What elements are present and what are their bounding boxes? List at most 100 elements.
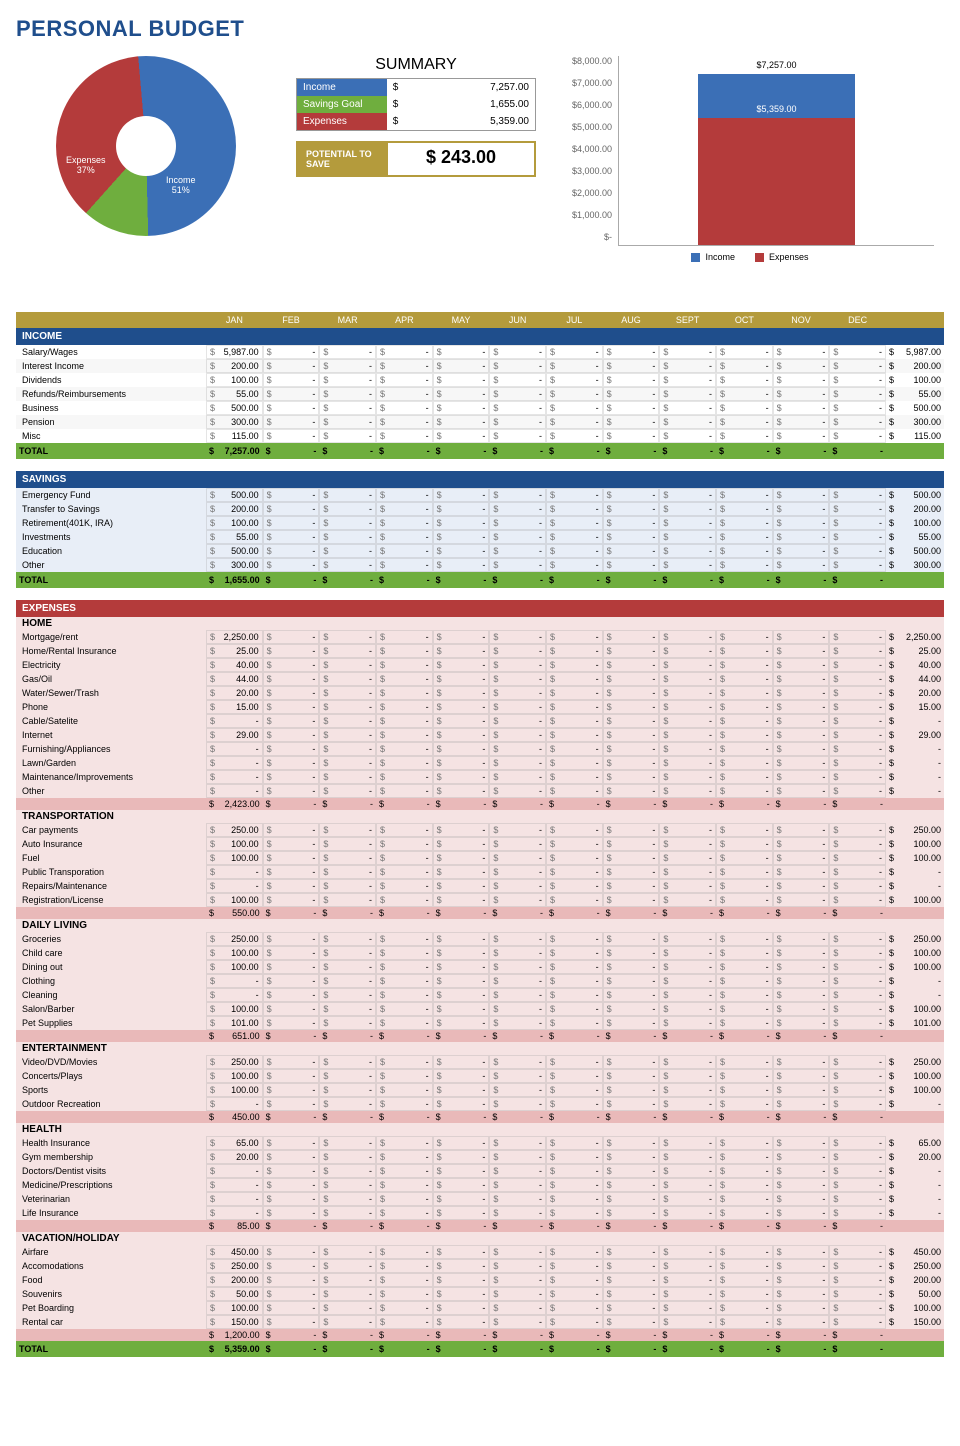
- cell[interactable]: $-: [206, 1097, 263, 1111]
- cell[interactable]: $-: [659, 974, 716, 988]
- cell[interactable]: $-: [489, 893, 546, 907]
- cell[interactable]: $-: [319, 879, 376, 893]
- cell[interactable]: $-: [263, 1136, 320, 1150]
- cell[interactable]: $-: [716, 1136, 773, 1150]
- cell[interactable]: $-: [829, 770, 886, 784]
- cell[interactable]: $-: [263, 1273, 320, 1287]
- cell[interactable]: $44.00: [206, 672, 263, 686]
- cell[interactable]: $-: [319, 672, 376, 686]
- cell[interactable]: $-: [603, 1083, 660, 1097]
- cell[interactable]: $-: [433, 784, 490, 798]
- cell[interactable]: $-: [659, 932, 716, 946]
- cell[interactable]: $-: [263, 988, 320, 1002]
- cell[interactable]: $-: [603, 686, 660, 700]
- cell[interactable]: $-: [659, 1136, 716, 1150]
- cell[interactable]: $-: [773, 714, 830, 728]
- cell[interactable]: $-: [603, 359, 660, 373]
- cell[interactable]: $-: [773, 837, 830, 851]
- cell[interactable]: $-: [546, 429, 603, 443]
- cell[interactable]: $-: [603, 1097, 660, 1111]
- cell[interactable]: $-: [263, 851, 320, 865]
- cell[interactable]: $-: [206, 770, 263, 784]
- cell[interactable]: $65.00: [206, 1136, 263, 1150]
- cell[interactable]: $-: [829, 401, 886, 415]
- cell[interactable]: $-: [376, 728, 433, 742]
- cell[interactable]: $-: [603, 672, 660, 686]
- cell[interactable]: $-: [716, 946, 773, 960]
- cell[interactable]: $-: [263, 387, 320, 401]
- cell[interactable]: $-: [433, 644, 490, 658]
- cell[interactable]: $-: [603, 988, 660, 1002]
- cell[interactable]: $-: [489, 1055, 546, 1069]
- cell[interactable]: $-: [376, 530, 433, 544]
- cell[interactable]: $-: [773, 823, 830, 837]
- cell[interactable]: $-: [829, 1150, 886, 1164]
- cell[interactable]: $-: [829, 1097, 886, 1111]
- cell[interactable]: $-: [433, 401, 490, 415]
- cell[interactable]: $-: [829, 1273, 886, 1287]
- cell[interactable]: $-: [319, 502, 376, 516]
- cell[interactable]: $-: [263, 1002, 320, 1016]
- cell[interactable]: $-: [433, 1150, 490, 1164]
- cell[interactable]: $-: [376, 686, 433, 700]
- cell[interactable]: $-: [319, 658, 376, 672]
- cell[interactable]: $-: [773, 1150, 830, 1164]
- cell[interactable]: $-: [319, 1245, 376, 1259]
- cell[interactable]: $-: [603, 946, 660, 960]
- cell[interactable]: $-: [659, 1315, 716, 1329]
- cell[interactable]: $-: [433, 373, 490, 387]
- cell[interactable]: $-: [716, 558, 773, 572]
- cell[interactable]: $-: [716, 1002, 773, 1016]
- cell[interactable]: $-: [263, 946, 320, 960]
- cell[interactable]: $-: [489, 1301, 546, 1315]
- cell[interactable]: $-: [716, 429, 773, 443]
- cell[interactable]: $-: [773, 1273, 830, 1287]
- cell[interactable]: $-: [659, 1016, 716, 1030]
- cell[interactable]: $-: [489, 1315, 546, 1329]
- cell[interactable]: $-: [546, 1136, 603, 1150]
- cell[interactable]: $-: [546, 672, 603, 686]
- cell[interactable]: $-: [773, 401, 830, 415]
- cell[interactable]: $-: [829, 415, 886, 429]
- cell[interactable]: $-: [773, 728, 830, 742]
- cell[interactable]: $-: [829, 1136, 886, 1150]
- cell[interactable]: $-: [263, 1287, 320, 1301]
- cell[interactable]: $-: [206, 742, 263, 756]
- cell[interactable]: $-: [319, 373, 376, 387]
- cell[interactable]: $-: [376, 960, 433, 974]
- cell[interactable]: $-: [603, 700, 660, 714]
- cell[interactable]: $-: [773, 851, 830, 865]
- cell[interactable]: $-: [319, 530, 376, 544]
- cell[interactable]: $-: [319, 1097, 376, 1111]
- cell[interactable]: $-: [489, 672, 546, 686]
- cell[interactable]: $-: [829, 865, 886, 879]
- cell[interactable]: $-: [716, 658, 773, 672]
- cell[interactable]: $150.00: [206, 1315, 263, 1329]
- cell[interactable]: $-: [319, 1287, 376, 1301]
- cell[interactable]: $-: [773, 1136, 830, 1150]
- cell[interactable]: $-: [489, 1150, 546, 1164]
- cell[interactable]: $-: [319, 742, 376, 756]
- cell[interactable]: $100.00: [206, 1002, 263, 1016]
- cell[interactable]: $-: [263, 1301, 320, 1315]
- cell[interactable]: $-: [716, 893, 773, 907]
- cell[interactable]: $-: [773, 700, 830, 714]
- cell[interactable]: $-: [489, 686, 546, 700]
- cell[interactable]: $-: [489, 1206, 546, 1220]
- cell[interactable]: $-: [829, 988, 886, 1002]
- cell[interactable]: $100.00: [206, 373, 263, 387]
- cell[interactable]: $-: [433, 1055, 490, 1069]
- cell[interactable]: $-: [263, 658, 320, 672]
- cell[interactable]: $-: [433, 1069, 490, 1083]
- cell[interactable]: $-: [546, 770, 603, 784]
- cell[interactable]: $-: [433, 544, 490, 558]
- cell[interactable]: $-: [716, 373, 773, 387]
- cell[interactable]: $-: [603, 658, 660, 672]
- cell[interactable]: $-: [603, 823, 660, 837]
- cell[interactable]: $-: [263, 823, 320, 837]
- cell[interactable]: $-: [263, 770, 320, 784]
- cell[interactable]: $-: [433, 387, 490, 401]
- cell[interactable]: $-: [319, 1083, 376, 1097]
- cell[interactable]: $-: [829, 960, 886, 974]
- cell[interactable]: $-: [433, 516, 490, 530]
